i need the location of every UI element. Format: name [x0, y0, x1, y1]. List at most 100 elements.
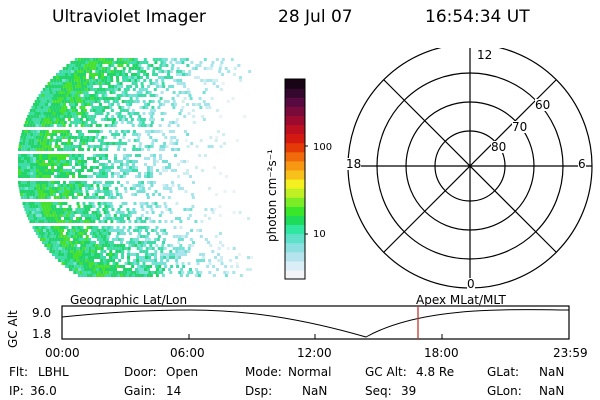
image-pixel	[81, 169, 84, 172]
image-pixel	[221, 244, 225, 247]
image-pixel	[147, 241, 150, 244]
image-pixel	[202, 256, 205, 259]
image-pixel	[68, 76, 71, 79]
image-pixel	[86, 94, 90, 97]
image-pixel	[39, 187, 43, 190]
image-pixel	[138, 145, 142, 148]
image-pixel	[120, 130, 124, 133]
image-pixel	[72, 157, 75, 160]
image-pixel	[179, 73, 182, 76]
image-pixel	[48, 148, 52, 151]
image-pixel	[51, 115, 55, 118]
image-pixel	[75, 130, 79, 133]
image-pixel	[247, 256, 250, 259]
image-pixel	[86, 193, 90, 196]
image-pixel	[65, 265, 69, 268]
image-pixel	[45, 103, 48, 106]
image-pixel	[96, 238, 100, 241]
image-pixel	[60, 154, 63, 157]
image-pixel	[39, 121, 43, 124]
image-pixel	[144, 163, 147, 166]
image-pixel	[119, 82, 123, 85]
image-pixel	[135, 154, 138, 157]
image-pixel	[83, 76, 86, 79]
image-pixel	[103, 106, 107, 109]
image-pixel	[186, 103, 189, 106]
image-pixel	[98, 220, 102, 223]
image-pixel	[69, 97, 73, 100]
image-pixel	[39, 163, 42, 166]
image-pixel	[48, 97, 52, 100]
image-pixel	[39, 160, 42, 163]
image-pixel	[88, 100, 92, 103]
image-pixel	[72, 184, 76, 187]
image-pixel	[149, 109, 153, 112]
image-pixel	[90, 268, 93, 271]
image-pixel	[117, 115, 121, 118]
image-pixel	[55, 190, 59, 193]
image-pixel	[100, 235, 104, 238]
image-pixel	[69, 157, 72, 160]
image-pixel	[78, 130, 82, 133]
image-pixel	[100, 259, 104, 262]
image-pixel	[57, 166, 60, 169]
image-pixel	[124, 247, 128, 250]
image-pixel	[53, 76, 56, 79]
image-pixel	[138, 121, 142, 124]
image-pixel	[235, 256, 238, 259]
image-pixel	[102, 154, 105, 157]
image-pixel	[93, 148, 97, 151]
image-pixel	[28, 202, 32, 205]
image-pixel	[117, 172, 120, 175]
image-pixel	[71, 136, 75, 139]
image-pixel	[170, 58, 174, 61]
image-pixel	[46, 247, 50, 250]
image-pixel	[168, 268, 171, 271]
image-pixel	[117, 208, 121, 211]
image-pixel	[79, 139, 83, 142]
image-pixel	[131, 274, 135, 277]
image-pixel	[25, 190, 29, 193]
image-pixel	[129, 166, 132, 169]
image-pixel	[160, 259, 164, 262]
image-pixel	[183, 130, 187, 133]
image-pixel	[195, 145, 199, 148]
image-pixel	[39, 157, 42, 160]
image-pixel	[131, 73, 134, 76]
image-pixel	[134, 94, 138, 97]
image-pixel	[27, 148, 31, 151]
image-pixel	[56, 232, 60, 235]
image-pixel	[148, 100, 152, 103]
image-pixel	[33, 175, 36, 178]
image-pixel	[24, 184, 28, 187]
image-pixel	[72, 175, 75, 178]
image-pixel	[138, 154, 141, 157]
image-pixel	[48, 169, 51, 172]
image-pixel	[58, 112, 62, 115]
image-pixel	[142, 250, 146, 253]
image-pixel	[154, 262, 158, 265]
image-pixel	[107, 226, 111, 229]
image-pixel	[156, 169, 159, 172]
image-pixel	[80, 67, 84, 70]
image-pixel	[44, 124, 48, 127]
image-pixel	[131, 244, 135, 247]
image-pixel	[36, 166, 39, 169]
orbit-altitude-plot	[61, 305, 570, 340]
image-pixel	[42, 208, 46, 211]
image-pixel	[126, 103, 129, 106]
image-pixel	[125, 109, 129, 112]
image-pixel	[129, 97, 133, 100]
image-pixel	[33, 103, 36, 106]
image-pixel	[46, 100, 50, 103]
image-pixel	[40, 211, 44, 214]
image-pixel	[62, 244, 66, 247]
image-pixel	[137, 76, 140, 79]
image-pixel	[139, 217, 142, 220]
image-pixel	[147, 157, 150, 160]
image-pixel	[85, 118, 89, 121]
image-pixel	[154, 202, 158, 205]
image-pixel	[233, 73, 236, 76]
image-pixel	[108, 160, 111, 163]
image-pixel	[95, 193, 99, 196]
